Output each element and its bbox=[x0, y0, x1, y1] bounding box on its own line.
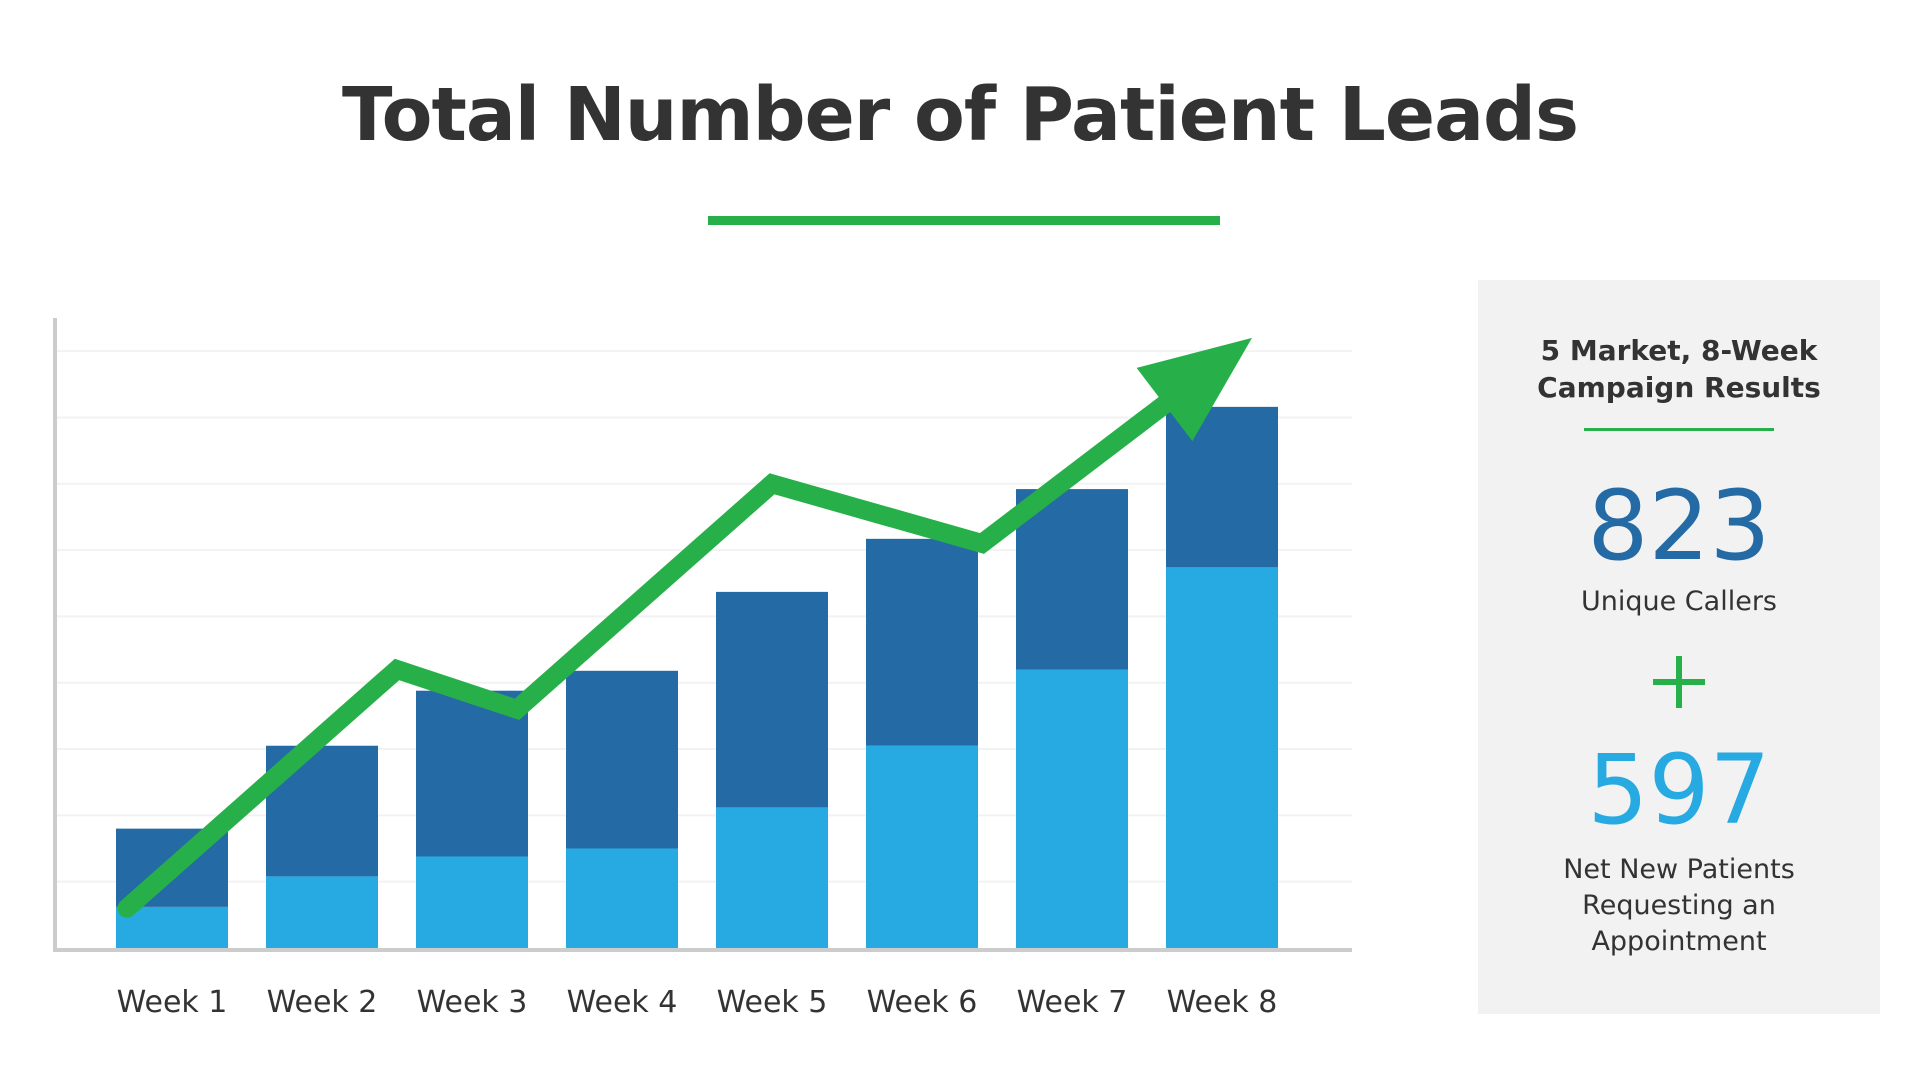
arrow-head-icon bbox=[1136, 337, 1252, 442]
new-patients-label-line-3: Appointment bbox=[1591, 926, 1767, 957]
bar-segment-upper bbox=[866, 538, 978, 746]
x-tick-label: Week 2 bbox=[267, 985, 378, 1020]
chart-bars bbox=[116, 406, 1278, 948]
page-title: Total Number of Patient Leads bbox=[341, 72, 1579, 158]
new-patients-label-line-2: Requesting an bbox=[1582, 890, 1776, 921]
bar-segment-lower bbox=[716, 807, 828, 948]
panel-heading-line-2: Campaign Results bbox=[1537, 371, 1821, 404]
x-tick-label: Week 5 bbox=[717, 985, 828, 1020]
bar-segment-lower bbox=[416, 856, 528, 948]
title-underline bbox=[708, 216, 1220, 225]
new-patients-label-line-1: Net New Patients bbox=[1563, 854, 1795, 885]
panel-underline bbox=[1584, 428, 1774, 431]
bar-segment-lower bbox=[1016, 669, 1128, 948]
panel-heading-line-1: 5 Market, 8-Week bbox=[1540, 334, 1818, 367]
new-patients-count: 597 bbox=[1587, 734, 1771, 846]
bar-segment-upper bbox=[1016, 489, 1128, 670]
bar-segment-upper bbox=[416, 690, 528, 857]
trend-arrow bbox=[117, 337, 1252, 918]
x-tick-label: Week 1 bbox=[117, 985, 228, 1020]
unique-callers-count: 823 bbox=[1587, 470, 1771, 582]
plus-icon bbox=[1653, 656, 1705, 708]
bar-segment-upper bbox=[1166, 406, 1278, 568]
bar-segment-lower bbox=[1166, 567, 1278, 948]
unique-callers-label: Unique Callers bbox=[1580, 586, 1777, 617]
panel-heading: 5 Market, 8-Week Campaign Results bbox=[1478, 332, 1880, 406]
campaign-results-panel: 5 Market, 8-Week Campaign Results 823 Un… bbox=[1478, 280, 1880, 1014]
bar-segment-lower bbox=[566, 848, 678, 948]
x-tick-label: Week 4 bbox=[567, 985, 678, 1020]
x-tick-label: Week 3 bbox=[417, 985, 528, 1020]
x-tick-labels: Week 1 Week 2 Week 3 Week 4 Week 5 Week 6 Week… bbox=[117, 985, 1278, 1020]
new-patients-label: Net New Patients Requesting an Appointme… bbox=[1478, 852, 1880, 960]
bar-segment-lower bbox=[266, 876, 378, 948]
trend-line bbox=[117, 388, 1182, 918]
bar-segment-lower bbox=[866, 745, 978, 948]
x-tick-label: Week 6 bbox=[867, 985, 978, 1020]
x-tick-label: Week 7 bbox=[1017, 985, 1128, 1020]
bar-segment-upper bbox=[716, 591, 828, 808]
bar-segment-upper bbox=[566, 670, 678, 849]
x-tick-label: Week 8 bbox=[1167, 985, 1278, 1020]
